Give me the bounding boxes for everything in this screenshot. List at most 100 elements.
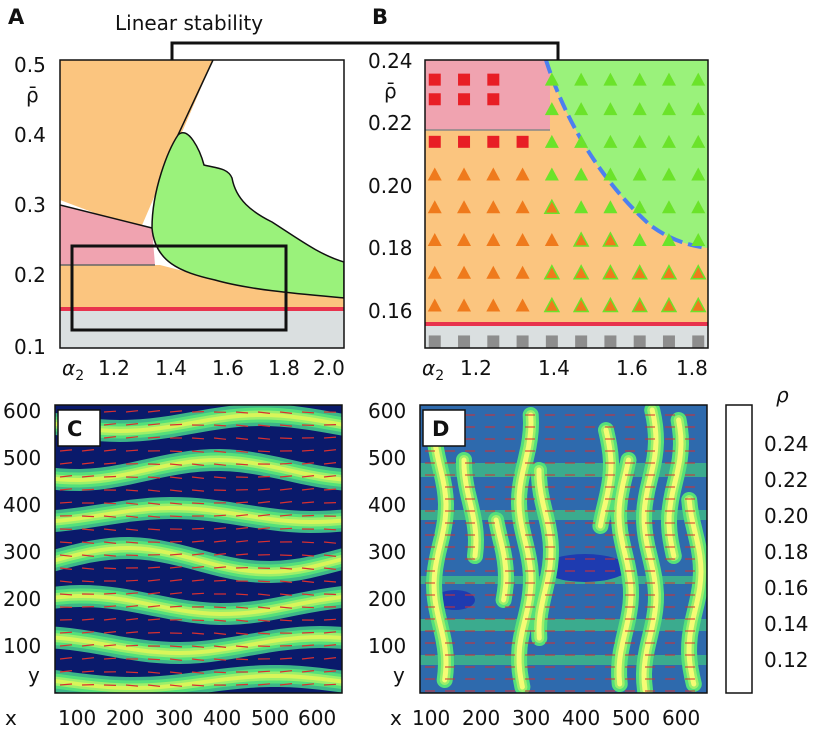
velocity-dash <box>191 658 205 661</box>
velocity-dash <box>323 449 337 452</box>
marker-square-red <box>458 135 471 148</box>
marker-triangle-orange <box>515 200 530 214</box>
velocity-dash <box>147 658 161 661</box>
xtick-d-100: 100 <box>412 706 450 730</box>
velocity-dash <box>81 580 95 583</box>
marker-triangle-green <box>661 72 676 86</box>
velocity-dash <box>235 411 249 414</box>
velocity-dash <box>213 553 227 556</box>
velocity-dash <box>301 606 315 609</box>
ylabel-c: y <box>28 663 40 687</box>
marker-triangle-orange <box>427 298 442 312</box>
marker-square-red <box>487 135 500 148</box>
velocity-dash <box>81 657 95 660</box>
velocity-dash <box>169 502 183 505</box>
velocity-dash <box>257 619 271 622</box>
frame-c <box>54 404 343 694</box>
density-stripe <box>55 632 342 658</box>
density-stripe <box>55 452 342 488</box>
velocity-dash <box>191 476 205 479</box>
filament-d <box>597 427 614 529</box>
ytick-d-600: 600 <box>368 399 406 423</box>
velocity-dash <box>169 592 183 595</box>
marker-triangle-green <box>544 134 559 148</box>
marker-triangle-orange <box>486 200 501 214</box>
velocity-dash <box>147 502 161 505</box>
velocity-dash <box>125 618 139 621</box>
velocity-dash <box>257 475 271 478</box>
velocity-dash <box>191 671 205 674</box>
xtick-c-400: 400 <box>203 706 241 730</box>
velocity-dash <box>301 488 315 491</box>
marker-triangle-outlined <box>689 264 707 280</box>
ylabel-b: ρ̄ <box>384 79 397 103</box>
region-orange-a <box>60 60 213 230</box>
velocity-dash <box>235 553 249 556</box>
velocity-dash <box>279 683 293 686</box>
velocity-dash <box>301 449 315 452</box>
velocity-dash <box>279 554 293 557</box>
velocity-dash <box>103 631 117 634</box>
ytick-c-400: 400 <box>3 493 41 517</box>
velocity-dash <box>169 515 183 518</box>
marker-triangle-green <box>574 102 589 116</box>
velocity-dash <box>301 541 315 544</box>
xlabel-b: α2 <box>422 356 444 384</box>
velocity-dash <box>59 449 73 452</box>
marker-triangle-green <box>544 102 559 116</box>
marker-triangle-green <box>661 102 676 116</box>
marker-triangle-outlined <box>543 296 561 313</box>
marker-triangle-outlined <box>631 296 648 313</box>
velocity-dash <box>323 567 337 570</box>
xlabel-d: x <box>390 706 402 730</box>
band-d <box>420 510 707 520</box>
velocity-dash <box>279 527 293 530</box>
velocity-dash <box>147 436 161 439</box>
marker-triangle-orange <box>515 167 530 181</box>
marker-triangle-orange <box>486 298 501 312</box>
marker-triangle-outlined <box>660 296 678 313</box>
region-orange-low-a <box>60 265 344 310</box>
marker-triangle-orange <box>457 200 472 214</box>
marker-square-grey <box>516 335 529 348</box>
velocity-dash <box>103 475 117 478</box>
velocity-dash <box>59 631 73 634</box>
marker-triangle-green <box>603 134 618 148</box>
density-stripe <box>55 506 342 524</box>
velocity-dash <box>257 514 271 517</box>
velocity-dash <box>147 423 161 426</box>
velocity-dash <box>125 489 139 492</box>
velocity-dash <box>81 644 95 647</box>
velocity-dash <box>213 645 227 648</box>
velocity-dash <box>59 462 73 465</box>
ytick-c-300: 300 <box>3 540 41 564</box>
velocity-dash <box>279 619 293 622</box>
velocity-dash <box>81 462 95 465</box>
marker-square-grey <box>428 335 441 348</box>
velocity-dash <box>301 644 315 647</box>
velocity-dash <box>125 449 139 452</box>
marker-triangle-outlined <box>543 198 561 215</box>
velocity-dash <box>213 450 227 453</box>
marker-triangle-green <box>574 72 589 86</box>
velocity-dash <box>169 463 183 466</box>
velocity-dash <box>81 618 95 621</box>
velocity-dash <box>169 423 183 426</box>
marker-square-red <box>458 93 471 106</box>
velocity-dash <box>59 567 73 570</box>
velocity-dash <box>323 528 337 531</box>
ytick-d-300: 300 <box>368 540 406 564</box>
velocity-dash <box>213 579 227 582</box>
band-d <box>420 655 707 665</box>
marker-triangle-green <box>574 167 589 181</box>
xtick-c-600: 600 <box>298 706 336 730</box>
boundary-a <box>60 204 153 229</box>
velocity-dash <box>235 527 249 530</box>
marker-square-grey <box>633 335 646 348</box>
marker-triangle-outlined <box>572 264 590 280</box>
panel-letter-d: D <box>432 417 449 441</box>
velocity-dash <box>279 488 293 491</box>
velocity-dash <box>235 501 249 504</box>
velocity-dash <box>169 566 183 569</box>
